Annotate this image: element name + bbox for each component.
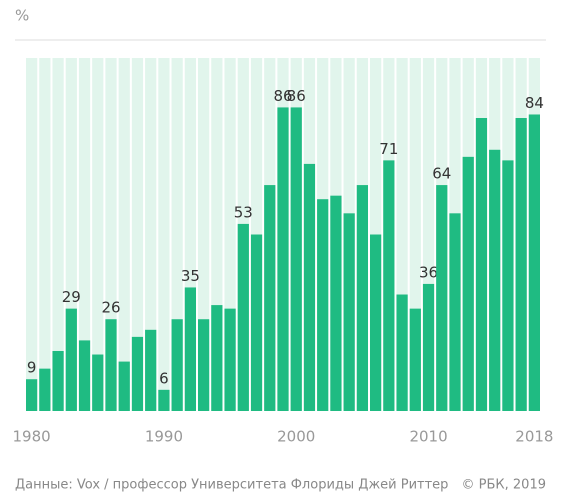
- bar: [343, 213, 355, 411]
- bar: [65, 308, 77, 411]
- x-tick-label: 2000: [277, 428, 315, 446]
- band-background: [396, 58, 408, 411]
- bar: [78, 340, 91, 411]
- bar: [145, 329, 157, 411]
- value-label: 64: [432, 165, 451, 183]
- bar: [303, 163, 316, 411]
- band-background: [118, 58, 130, 411]
- bar: [105, 319, 117, 411]
- band-background: [145, 58, 157, 411]
- x-tick-label: 2018: [515, 428, 553, 446]
- value-label: 29: [62, 288, 81, 306]
- band-background: [224, 58, 236, 411]
- bar: [515, 118, 527, 411]
- bar: [131, 336, 144, 411]
- x-tick-label: 1990: [145, 428, 183, 446]
- band-background: [409, 58, 421, 411]
- bar: [171, 319, 183, 411]
- bar: [224, 308, 236, 411]
- band-background: [171, 58, 183, 411]
- band-background: [422, 58, 435, 411]
- bar: [475, 118, 488, 411]
- bar: [184, 287, 196, 411]
- copyright: © РБК, 2019: [462, 478, 546, 493]
- y-axis-label: %: [15, 7, 29, 25]
- bar: [449, 213, 461, 411]
- bar: [330, 195, 342, 411]
- band-background: [39, 58, 51, 411]
- value-label: 71: [379, 140, 398, 158]
- bar: [422, 283, 435, 411]
- bar: [356, 185, 368, 411]
- bar: [39, 368, 51, 411]
- bar: [264, 185, 276, 411]
- bar: [92, 354, 104, 411]
- bar: [317, 199, 329, 411]
- bar: [489, 149, 501, 411]
- band-background: [52, 58, 64, 411]
- band-background: [184, 58, 196, 411]
- value-label: 86: [287, 87, 306, 105]
- bar: [383, 160, 395, 411]
- bar: [290, 107, 302, 412]
- bar: [528, 114, 540, 411]
- bar: [409, 308, 421, 411]
- bar: [277, 107, 289, 412]
- bar: [211, 305, 223, 411]
- bar: [26, 379, 38, 411]
- x-tick-label: 2010: [409, 428, 447, 446]
- bar: [250, 234, 263, 411]
- band-background: [92, 58, 104, 411]
- band-background: [65, 58, 77, 411]
- bar: [118, 361, 130, 411]
- value-label: 53: [234, 203, 253, 221]
- bar: [237, 223, 249, 411]
- bar: [502, 160, 514, 411]
- value-label: 36: [419, 263, 438, 281]
- value-label: 26: [101, 299, 120, 317]
- value-label: 86: [273, 87, 292, 105]
- bar: [462, 156, 474, 411]
- band-background: [105, 58, 117, 411]
- source: Данные: Vox / профессор Университета Фло…: [15, 478, 448, 493]
- bar: [52, 350, 64, 411]
- band-background: [158, 58, 170, 411]
- band-background: [78, 58, 91, 411]
- value-label: 35: [181, 267, 200, 285]
- band-background: [26, 58, 38, 411]
- band-background: [131, 58, 144, 411]
- x-tick-label: 1980: [13, 428, 51, 446]
- value-label: 84: [525, 94, 544, 112]
- bar: [158, 389, 170, 411]
- band-background: [198, 58, 210, 411]
- bar: [198, 319, 210, 411]
- bar: [370, 234, 382, 411]
- band-background: [211, 58, 223, 411]
- value-label: 9: [27, 359, 37, 377]
- bar: [396, 294, 408, 411]
- bar: [436, 185, 448, 411]
- value-label: 6: [159, 369, 169, 387]
